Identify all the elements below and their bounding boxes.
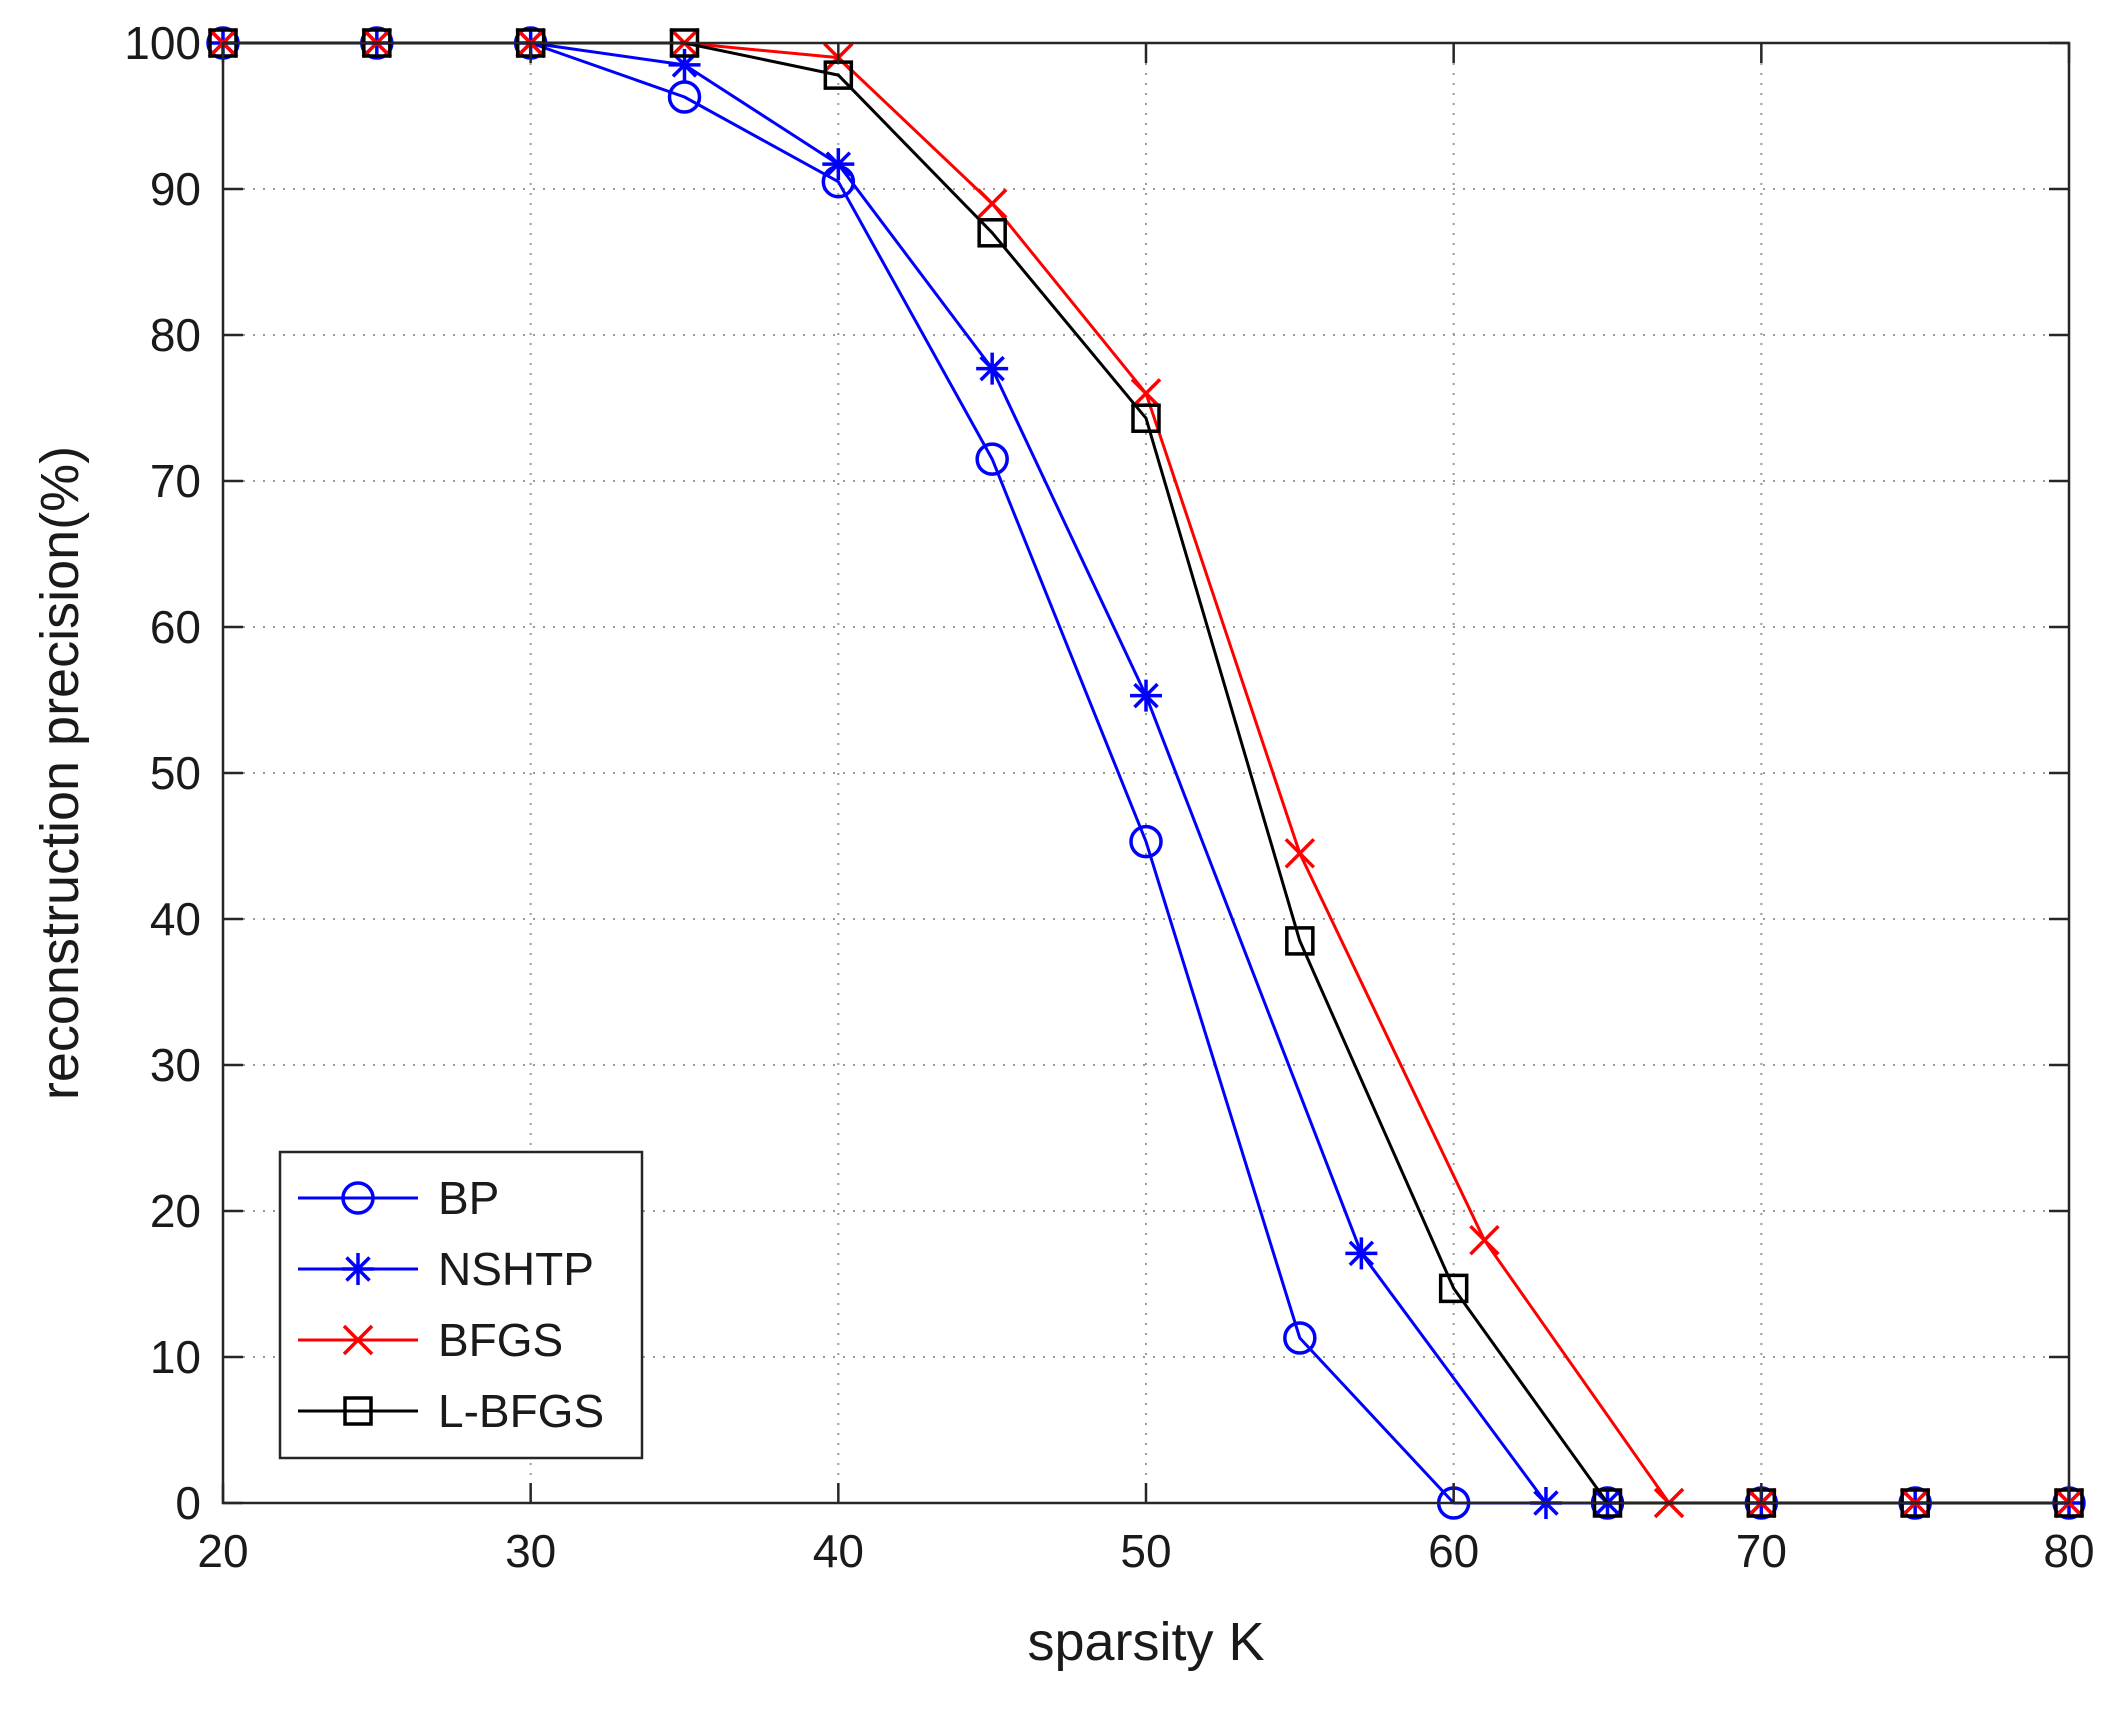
legend-label-nshtp: NSHTP xyxy=(438,1243,594,1295)
data-point-bfgs xyxy=(1130,378,1162,409)
data-point-nshtp xyxy=(976,352,1009,385)
data-point-l-bfgs xyxy=(1131,403,1161,433)
data-point-nshtp xyxy=(1345,1237,1378,1270)
y-tick-label: 100 xyxy=(124,17,201,69)
legend: BP NSHTP BFGS L-BFGS xyxy=(278,1150,644,1460)
y-tick-label: 50 xyxy=(150,747,201,799)
y-tick-label: 10 xyxy=(150,1331,201,1383)
data-point-bfgs xyxy=(976,188,1008,219)
data-point-bp xyxy=(975,442,1009,476)
x-tick-label: 20 xyxy=(197,1525,248,1577)
legend-marker-bp xyxy=(341,1181,375,1215)
data-point-l-bfgs xyxy=(977,218,1007,248)
y-tick-label: 90 xyxy=(150,163,201,215)
y-tick-label: 70 xyxy=(150,455,201,507)
data-point-bp xyxy=(667,80,702,114)
x-tick-label: 60 xyxy=(1428,1525,1479,1577)
axis-ticks: 20 30 40 50 60 70 80 0 10 20 30 40 50 60 70 80 90 100 xyxy=(124,17,2094,1577)
x-tick-label: 80 xyxy=(2043,1525,2094,1577)
x-tick-label: 30 xyxy=(505,1525,556,1577)
data-point-l-bfgs xyxy=(1438,1273,1469,1304)
grid xyxy=(223,43,2069,1503)
legend-box xyxy=(278,1150,644,1460)
data-point-l-bfgs xyxy=(1285,926,1315,956)
y-tick-label: 30 xyxy=(150,1039,201,1091)
data-point-nshtp xyxy=(822,148,855,181)
y-axis-title: reconstruction precision(%) xyxy=(30,446,90,1100)
x-axis-title: sparsity K xyxy=(1027,1612,1264,1672)
data-point-bfgs xyxy=(1284,838,1316,869)
data-point-bp xyxy=(1283,1321,1317,1355)
legend-marker-l-bfgs xyxy=(343,1396,373,1426)
x-tick-label: 70 xyxy=(1736,1525,1787,1577)
legend-marker-nshtp xyxy=(342,1253,374,1285)
y-tick-label: 0 xyxy=(175,1477,201,1529)
y-tick-label: 80 xyxy=(150,309,201,361)
legend-label-bfgs: BFGS xyxy=(438,1314,563,1366)
data-point-nshtp xyxy=(1130,679,1162,712)
x-tick-label: 40 xyxy=(813,1525,864,1577)
legend-label-bp: BP xyxy=(438,1172,499,1224)
legend-label-l-bfgs: L-BFGS xyxy=(438,1385,604,1437)
data-point-bfgs xyxy=(1469,1224,1500,1256)
x-tick-label: 50 xyxy=(1120,1525,1171,1577)
y-tick-label: 20 xyxy=(150,1185,201,1237)
legend-marker-bfgs xyxy=(342,1324,374,1356)
data-point-bp xyxy=(1129,824,1163,859)
y-tick-label: 40 xyxy=(150,893,201,945)
y-tick-label: 60 xyxy=(150,601,201,653)
data-point-nshtp xyxy=(668,48,701,81)
